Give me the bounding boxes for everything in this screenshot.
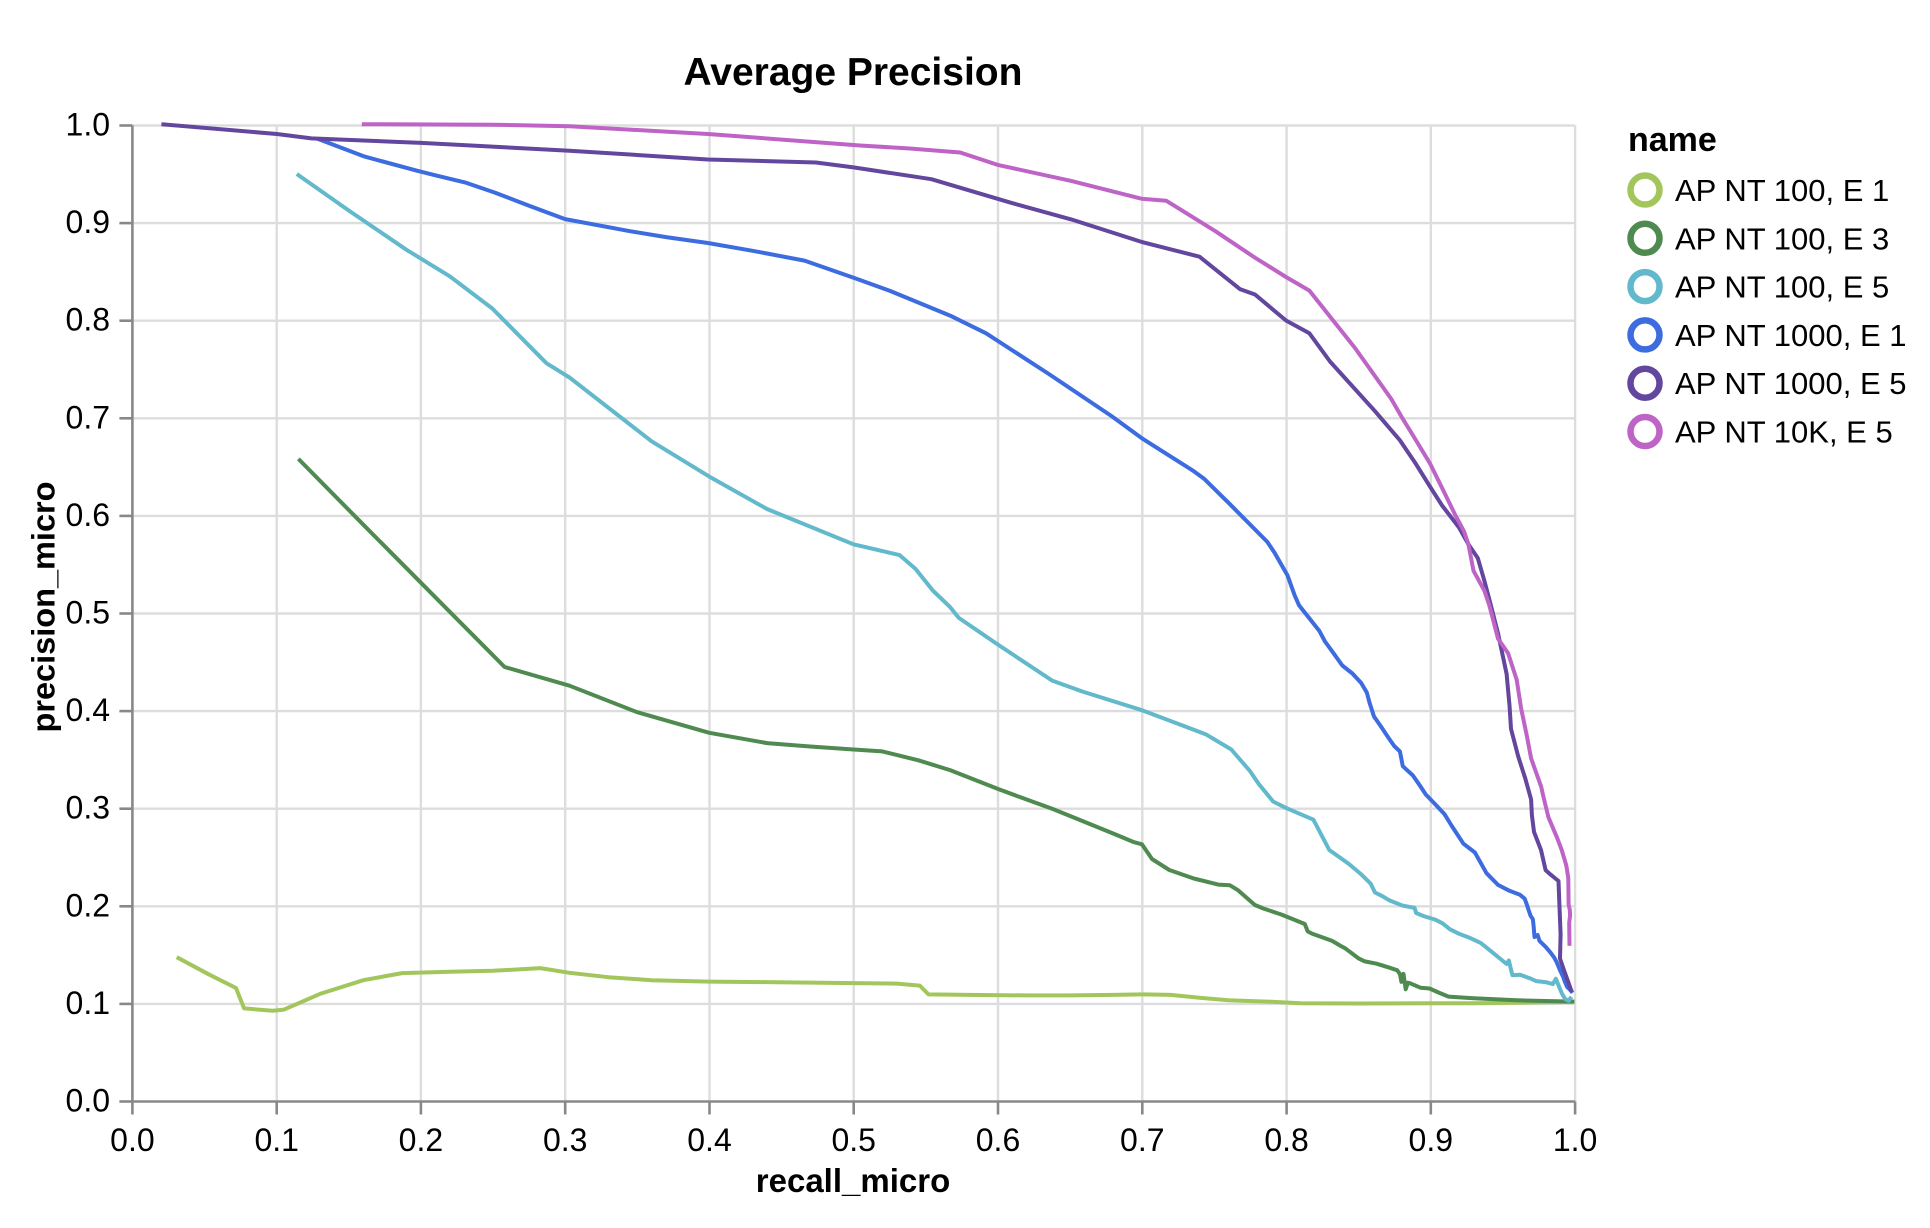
- svg-text:AP NT 1000, E 5: AP NT 1000, E 5: [1675, 366, 1907, 401]
- svg-text:precision_micro: precision_micro: [26, 481, 62, 732]
- svg-text:0.7: 0.7: [66, 399, 110, 435]
- svg-text:0.0: 0.0: [110, 1122, 154, 1158]
- svg-text:0.5: 0.5: [831, 1122, 875, 1158]
- svg-text:Average Precision: Average Precision: [684, 51, 1023, 94]
- svg-text:0.2: 0.2: [399, 1122, 443, 1158]
- svg-text:name: name: [1628, 121, 1717, 159]
- svg-text:0.8: 0.8: [1264, 1122, 1308, 1158]
- svg-text:AP NT 10K, E 5: AP NT 10K, E 5: [1675, 415, 1893, 450]
- svg-text:0.1: 0.1: [66, 985, 110, 1021]
- svg-text:0.7: 0.7: [1120, 1122, 1164, 1158]
- svg-text:1.0: 1.0: [66, 107, 110, 143]
- svg-text:0.3: 0.3: [543, 1122, 587, 1158]
- svg-text:0.0: 0.0: [66, 1083, 110, 1119]
- svg-text:0.9: 0.9: [1409, 1122, 1453, 1158]
- svg-text:0.2: 0.2: [66, 887, 110, 923]
- svg-text:AP NT 100, E 5: AP NT 100, E 5: [1675, 270, 1889, 305]
- svg-text:0.4: 0.4: [66, 692, 110, 728]
- svg-text:0.5: 0.5: [66, 595, 110, 631]
- svg-text:0.6: 0.6: [976, 1122, 1020, 1158]
- svg-text:AP NT 100, E 3: AP NT 100, E 3: [1675, 221, 1889, 256]
- svg-text:0.6: 0.6: [66, 497, 110, 533]
- svg-text:AP NT 100, E 1: AP NT 100, E 1: [1675, 173, 1889, 208]
- svg-text:0.3: 0.3: [66, 790, 110, 826]
- svg-text:AP NT 1000, E 1: AP NT 1000, E 1: [1675, 318, 1907, 353]
- svg-text:0.4: 0.4: [687, 1122, 731, 1158]
- svg-text:0.8: 0.8: [66, 302, 110, 338]
- svg-text:0.9: 0.9: [66, 204, 110, 240]
- svg-text:1.0: 1.0: [1553, 1122, 1597, 1158]
- svg-text:recall_micro: recall_micro: [756, 1162, 950, 1199]
- svg-text:0.1: 0.1: [254, 1122, 298, 1158]
